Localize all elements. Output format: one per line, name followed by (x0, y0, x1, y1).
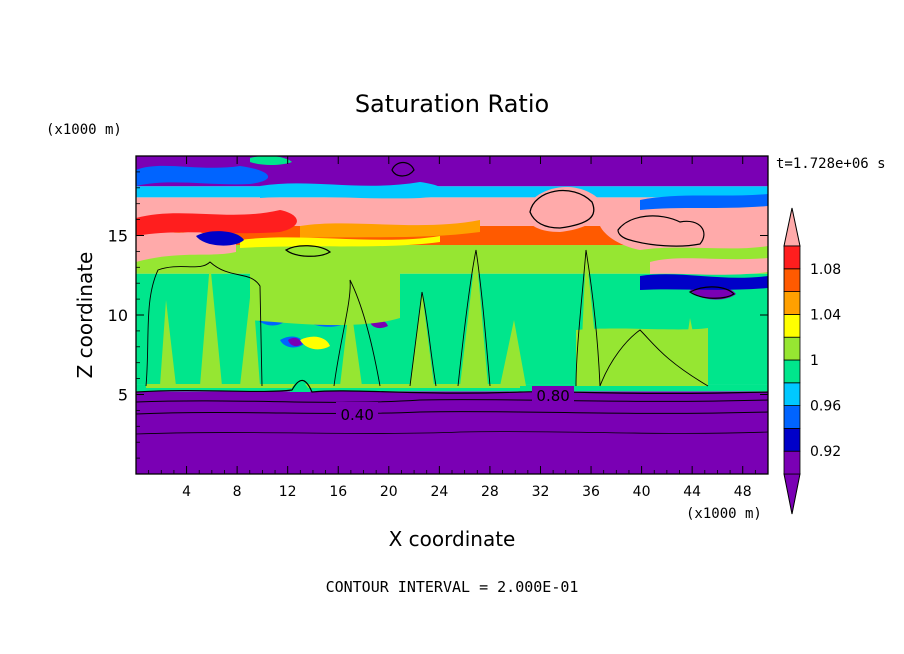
cloud-bump (290, 381, 310, 392)
x-tick-label-9: 40 (633, 484, 651, 500)
x-tick-label-10: 44 (683, 484, 701, 500)
y-units-label: (x1000 m) (46, 122, 122, 138)
y-axis-label: Z coordinate (73, 252, 97, 379)
cyan-streak-top2 (250, 156, 292, 165)
colorbar-over-triangle (783, 207, 801, 247)
green-region-contour-d (457, 249, 491, 387)
green-region-contour-e (575, 249, 601, 387)
pink-pocket-right (650, 258, 768, 275)
colorbar-swatch-2 (783, 405, 801, 429)
x-units-label: (x1000 m) (686, 506, 762, 522)
contour-lines (136, 161, 768, 435)
colorbar-label-3: 1.04 (810, 307, 841, 323)
x-tick-label-8: 36 (582, 484, 600, 500)
field-detail (136, 156, 768, 392)
colorbar-label-4: 1.08 (810, 262, 841, 278)
colorbar-swatch-0 (783, 450, 801, 475)
green-block-right (576, 328, 708, 386)
colorbar-swatch-4 (783, 359, 801, 384)
blue-streak-right2 (640, 274, 768, 290)
x-tick-label-0: 4 (182, 484, 191, 500)
blue-pocket-left (196, 231, 244, 246)
contour-label-bg-1 (336, 402, 378, 418)
y-tick-label-1: 10 (108, 306, 128, 325)
contour-line-1 (136, 379, 768, 395)
orange-band-left (136, 210, 297, 236)
mid-cloud-contour (284, 245, 332, 257)
time-label: t=1.728e+06 s (776, 156, 886, 172)
contour-label-0-80: 0.80 (536, 387, 569, 405)
contour-line-2 (136, 399, 768, 403)
boundary-green-strip (146, 384, 520, 388)
x-tick-label-11: 48 (734, 484, 752, 500)
colorbar-swatch-8 (783, 268, 801, 292)
pink-cloud-patch-right (600, 200, 768, 250)
y-axis-ticks: 5 10 15 (108, 171, 768, 459)
x-tick-label-1: 8 (233, 484, 242, 500)
x-tick-label-6: 28 (481, 484, 499, 500)
green-region-contour-a (145, 261, 263, 387)
blue-streak-top (136, 165, 269, 186)
colorbar-swatch-3 (783, 382, 801, 406)
colorbar-swatch-6 (783, 313, 801, 338)
contour-label-bg-2 (532, 386, 574, 402)
x-tick-label-4: 20 (380, 484, 398, 500)
green-region-contour-b (333, 279, 381, 387)
cloud-top-contour (391, 161, 415, 177)
right-lower-contour (688, 286, 735, 299)
colorbar-swatch-7 (783, 291, 801, 315)
green-region-contour-c (409, 291, 437, 387)
pink-cloud-dome (524, 187, 601, 232)
green-block-mid (250, 246, 400, 326)
contour-line-3 (136, 411, 768, 415)
x-axis-label: X coordinate (389, 527, 516, 551)
x-tick-label-3: 16 (329, 484, 347, 500)
contour-value-labels: 0.40 0.80 (336, 386, 574, 424)
yellow-streak-mid (240, 236, 440, 248)
x-tick-label-2: 12 (279, 484, 297, 500)
contour-label-0-40: 0.40 (340, 406, 373, 424)
cyan-streak-top (260, 182, 445, 199)
colorbar-swatch-9 (783, 245, 801, 270)
colorbar-swatch-5 (783, 336, 801, 361)
colorbar-under-triangle (783, 473, 801, 515)
colorbar: 0.92 0.96 1 1.04 1.08 (783, 207, 841, 515)
contour-interval-footer: CONTOUR INTERVAL = 2.000E-01 (326, 578, 579, 596)
colorbar-label-1: 0.96 (810, 399, 841, 415)
orange-streak-mid (300, 220, 480, 238)
saturation-field: 0.40 0.80 (136, 156, 768, 474)
colorbar-swatch-1 (783, 427, 801, 452)
field-layer-6 (136, 186, 768, 198)
colorbar-label-0: 0.92 (810, 444, 841, 460)
x-axis-ticks: 4 8 12 16 20 24 28 32 36 40 44 48 (148, 156, 756, 500)
chart-title: Saturation Ratio (355, 90, 549, 118)
blue-streak-right (640, 194, 768, 210)
x-tick-label-7: 32 (532, 484, 550, 500)
yellow-patches-mid (300, 336, 330, 350)
field-layer-1 (136, 384, 768, 392)
contour-line-4 (136, 431, 768, 435)
y-tick-label-2: 15 (108, 227, 128, 246)
cloud-dome-contour (529, 189, 595, 229)
colorbar-label-2: 1 (810, 353, 819, 369)
x-tick-label-5: 24 (430, 484, 448, 500)
y-tick-label-0: 5 (118, 386, 128, 405)
green-region-contour-f (599, 329, 709, 387)
right-cloud-contour (617, 215, 705, 247)
